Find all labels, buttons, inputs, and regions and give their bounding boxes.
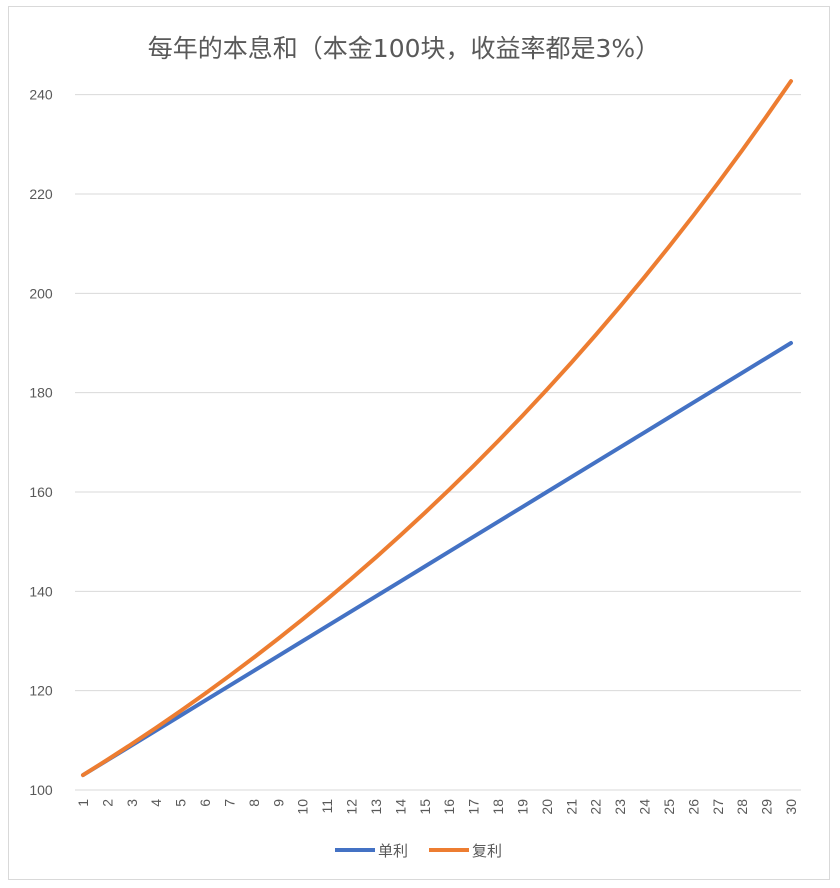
x-tick-label: 25 [661,799,677,815]
x-tick-label: 17 [466,799,482,815]
series-line-1 [81,79,793,778]
x-tick-label: 4 [148,799,164,807]
chart-title: 每年的本息和（本金100块，收益率都是3%） [148,34,660,63]
x-tick-label: 28 [734,799,750,815]
x-tick-label: 14 [392,799,408,815]
x-tick-label: 6 [197,799,213,807]
x-tick-label: 15 [417,799,433,815]
x-tick-label: 23 [612,799,628,815]
x-tick-label: 24 [637,799,653,815]
x-tick-label: 7 [221,799,237,807]
y-tick-label: 140 [29,583,53,599]
legend-label-1: 复利 [472,842,502,860]
y-tick-label: 220 [29,186,53,202]
x-tick-label: 5 [173,799,189,807]
series-lines [81,79,793,778]
legend: 单利 复利 [335,842,502,860]
x-tick-label: 16 [441,799,457,815]
x-tick-label: 10 [295,799,311,815]
y-tick-label: 100 [29,782,53,798]
y-tick-label: 180 [29,385,53,401]
x-tick-label: 27 [710,799,726,815]
chart-frame: 每年的本息和（本金100块，收益率都是3%） 100 120 140 160 180 20… [8,6,830,880]
y-tick-label: 120 [29,683,53,699]
x-tick-label: 30 [783,799,799,815]
line-chart: 每年的本息和（本金100块，收益率都是3%） 10012014016018020… [29,34,801,860]
x-tick-label: 9 [270,799,286,807]
y-tick-label: 240 [29,87,53,103]
x-tick-label: 19 [514,799,530,815]
grid-lines [75,94,801,791]
x-axis-ticks: 1 2 3 4 5 6 7 8 9 10 11 12 13 14 15 16 17 18 19 20 21 22 23 24 2… [75,799,799,815]
x-tick-label: 3 [124,799,140,807]
x-tick-label: 26 [685,799,701,815]
x-tick-label: 12 [344,799,360,815]
x-tick-label: 20 [539,799,555,815]
x-tick-label: 2 [99,799,115,807]
y-tick-label: 200 [29,285,53,301]
y-axis-ticks: 100 120 140 160 180 200 220 240 [29,87,53,798]
x-tick-label: 13 [368,799,384,815]
x-tick-label: 18 [490,799,506,815]
y-tick-label: 160 [29,484,53,500]
x-tick-label: 8 [246,799,262,807]
x-tick-label: 29 [759,799,775,815]
legend-label-0: 单利 [378,842,408,860]
x-tick-label: 21 [563,799,579,815]
series-line-0 [81,341,793,778]
x-tick-label: 22 [588,799,604,815]
x-tick-label: 1 [75,799,91,807]
x-tick-label: 11 [319,799,335,814]
